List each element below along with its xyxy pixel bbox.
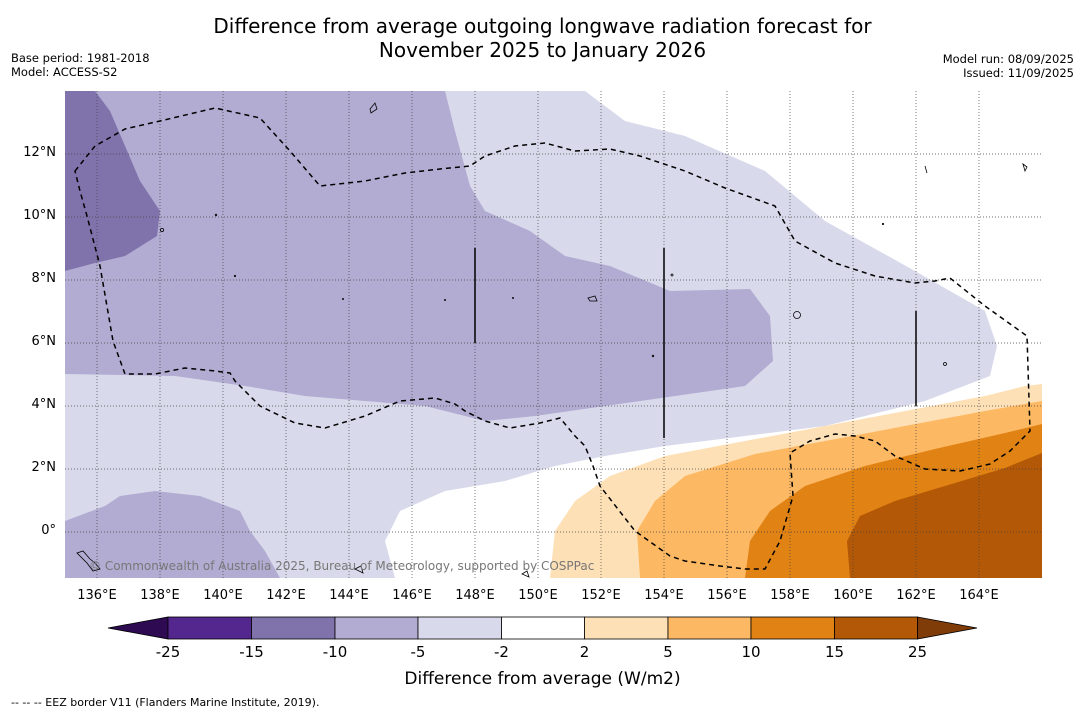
lon-label-152e: 152°E <box>581 588 621 603</box>
lon-label-138e: 138°E <box>140 588 180 603</box>
model-run-date: Model run: 08/09/2025 <box>942 52 1074 66</box>
colorbar-tick: 2 <box>579 643 590 661</box>
colorbar-bin-7 <box>667 616 752 640</box>
eez-border <box>74 107 1031 570</box>
colorbar-bin-8 <box>750 616 835 640</box>
colorbar-tick: 15 <box>824 643 845 661</box>
colorbar <box>107 616 978 640</box>
title-line-2: November 2025 to January 2026 <box>378 38 707 62</box>
field-band-minus15-minus10 <box>65 91 160 271</box>
colorbar-tick: 25 <box>907 643 928 661</box>
colorbar-bin-3 <box>334 616 419 640</box>
lon-label-160e: 160°E <box>833 588 873 603</box>
title-line-1: Difference from average outgoing longwav… <box>213 14 872 38</box>
colorbar-tick: -25 <box>155 643 181 661</box>
eez-footnote: -- -- -- EEZ border V11 (Flanders Marine… <box>11 696 320 709</box>
islands <box>76 102 1028 578</box>
field-band-plus15-plus25 <box>847 453 1042 578</box>
lat-label-2n: 2°N <box>31 460 57 475</box>
lon-label-164e: 164°E <box>959 588 999 603</box>
issued-date: Issued: 11/09/2025 <box>963 66 1074 80</box>
lon-label-142e: 142°E <box>266 588 306 603</box>
colorbar-tick: -10 <box>322 643 348 661</box>
colorbar-bin-5 <box>501 616 585 640</box>
colorbar-bin-6 <box>584 616 669 640</box>
colorbar-tick: -15 <box>239 643 264 661</box>
lon-label-136e: 136°E <box>77 588 117 603</box>
lat-label-10n: 10°N <box>23 208 56 223</box>
colorbar-tick: -2 <box>494 643 509 661</box>
lat-label-0: 0° <box>41 523 56 538</box>
lon-label-156e: 156°E <box>707 588 747 603</box>
lon-label-154e: 154°E <box>644 588 684 603</box>
field-band-minus10-minus5-north <box>65 91 773 421</box>
marker-lines <box>474 248 917 438</box>
lat-label-4n: 4°N <box>31 397 57 412</box>
colorbar-label: Difference from average (W/m2) <box>404 669 681 689</box>
lon-label-158e: 158°E <box>770 588 810 603</box>
lat-label-6n: 6°N <box>31 334 57 349</box>
lon-label-140e: 140°E <box>203 588 243 603</box>
lat-label-8n: 8°N <box>31 271 57 286</box>
colorbar-extend-high <box>917 616 978 640</box>
map-title: Difference from average outgoing longwav… <box>0 14 1085 62</box>
lon-label-162e: 162°E <box>896 588 936 603</box>
colorbar-extend-low <box>107 616 169 640</box>
copyright-notice: © Commonwealth of Australia 2025, Bureau… <box>89 559 595 573</box>
colorbar-bin-1 <box>167 616 252 640</box>
lon-label-146e: 146°E <box>392 588 432 603</box>
model-name: Model: ACCESS-S2 <box>11 65 118 79</box>
base-info: Base period: 1981-2018 Model: ACCESS-S2 <box>11 51 150 79</box>
colorbar-bin-9 <box>834 616 918 640</box>
lon-label-144e: 144°E <box>329 588 369 603</box>
colorbar-bin-2 <box>251 616 336 640</box>
lon-label-148e: 148°E <box>455 588 495 603</box>
colorbar-bin-4 <box>417 616 502 640</box>
base-period: Base period: 1981-2018 <box>11 51 150 65</box>
run-info: Model run: 08/09/2025 Issued: 11/09/2025 <box>943 52 1074 80</box>
colorbar-tick: 10 <box>741 643 761 661</box>
lat-label-12n: 12°N <box>23 145 56 160</box>
lon-label-150e: 150°E <box>518 588 558 603</box>
colorbar-tick: -5 <box>410 643 426 661</box>
colorbar-tick: 5 <box>663 643 673 661</box>
field-band-minus10-minus5-south <box>65 491 280 578</box>
olr-anomaly-map <box>65 91 1042 578</box>
